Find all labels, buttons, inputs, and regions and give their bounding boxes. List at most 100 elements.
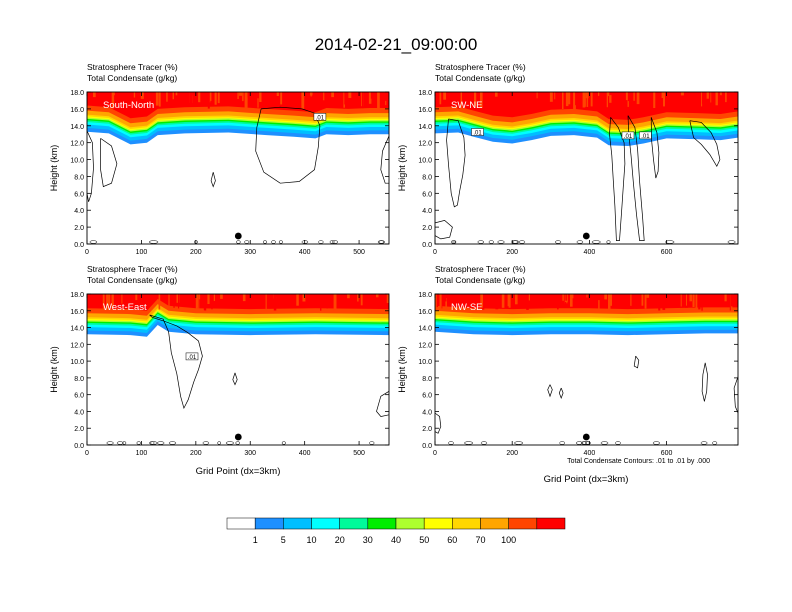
plot-frame xyxy=(86,91,390,245)
tracer-streak xyxy=(446,294,449,298)
tracer-streak xyxy=(626,294,629,307)
plot-area: .01 xyxy=(87,92,389,244)
tracer-streak xyxy=(609,294,612,306)
y-tick-label: 10.0 xyxy=(418,158,432,165)
tracer-streak xyxy=(247,92,251,98)
y-tick-label: 2.0 xyxy=(74,225,84,232)
tracer-streak xyxy=(335,92,338,101)
tracer-streak xyxy=(273,294,277,311)
y-tick-label: 8.0 xyxy=(74,174,84,181)
surface-contour xyxy=(559,441,565,445)
tracer-streak xyxy=(712,92,716,99)
x-tick-label: 0 xyxy=(85,450,89,457)
colorbar-box xyxy=(254,517,284,530)
tracer-streak xyxy=(318,92,320,107)
x-tick-label: 200 xyxy=(190,249,202,256)
colorbar: 1 5 10 20 30 40 50 60 70 100 xyxy=(226,517,566,545)
tracer-streak xyxy=(121,294,123,304)
y-axis-label: Height (km) xyxy=(49,145,59,192)
tracer-streak xyxy=(686,294,687,306)
y-axis: 0.0 2.0 4.0 6.0 8.0 10.0 12.0 14.0 16.0 18.0 xyxy=(418,292,738,450)
contour-note: Total Condensate Contours: .01 to .01 by… xyxy=(567,458,710,465)
y-tick-label: 4.0 xyxy=(74,208,84,215)
tracer-streak xyxy=(129,92,132,96)
surface-contour xyxy=(477,240,485,244)
panel-label: West-East xyxy=(103,302,147,313)
y-tick-label: 16.0 xyxy=(70,309,84,316)
tracer-streak xyxy=(271,92,275,97)
location-marker xyxy=(234,232,242,240)
figure-title: 2014-02-21_09:00:00 xyxy=(315,35,478,54)
x-tick-label: 600 xyxy=(661,450,673,457)
panel-3: .01 West-East Stratosphere Tracer (%)Total… xyxy=(49,264,390,457)
y-tick-label: 2.0 xyxy=(422,225,432,232)
tracer-streak xyxy=(689,294,692,302)
tracer-streak xyxy=(108,294,111,306)
tracer-streak xyxy=(209,92,212,101)
tracer-streak xyxy=(111,92,115,109)
tracer-streak xyxy=(331,92,334,98)
tracer-streak xyxy=(271,294,274,307)
tracer-streak xyxy=(149,294,152,303)
tracer-streak xyxy=(314,294,316,304)
condensate-contour xyxy=(627,115,645,241)
tracer-streak xyxy=(217,92,220,104)
tracer-streak xyxy=(464,92,468,100)
tracer-streak xyxy=(573,92,576,109)
y-tick-label: 18.0 xyxy=(70,90,84,97)
y-tick-label: 6.0 xyxy=(74,191,84,198)
tracer-streak xyxy=(111,294,114,309)
tracer-streak xyxy=(169,92,171,107)
surface-contour xyxy=(149,441,155,445)
y-tick-label: 14.0 xyxy=(418,124,432,131)
condensate-contour xyxy=(210,172,216,188)
tracer-band-100 xyxy=(87,92,389,119)
tracer-streak xyxy=(204,294,207,311)
tracer-streak xyxy=(467,294,469,301)
y-tick-label: 0.0 xyxy=(74,242,84,249)
colorbar-label: 10 xyxy=(306,535,316,545)
colorbar-label: 5 xyxy=(281,535,286,545)
tracer-streak xyxy=(173,294,175,308)
tracer-streak xyxy=(627,92,630,102)
condensate-contour xyxy=(435,220,453,240)
y-tick-label: 16.0 xyxy=(70,107,84,114)
tracer-streak xyxy=(562,92,564,109)
tracer-streak xyxy=(598,294,600,311)
tracer-streak xyxy=(235,294,238,302)
tracer-streak xyxy=(361,92,364,109)
colorbar-box xyxy=(283,517,312,530)
tracer-streak xyxy=(342,294,345,303)
tracer-streak xyxy=(106,294,109,311)
x-tick-label: 400 xyxy=(584,249,596,256)
panel-label: NW-SE xyxy=(451,302,483,313)
x-tick-label: 100 xyxy=(136,450,148,457)
tracer-streak xyxy=(178,294,180,309)
tracer-streak xyxy=(139,294,143,304)
colorbar-box xyxy=(395,517,425,530)
condensate-contour xyxy=(733,375,738,414)
y-tick-label: 4.0 xyxy=(74,409,84,416)
plot-frame xyxy=(434,293,739,446)
y-tick-label: 18.0 xyxy=(418,292,432,299)
tracer-streak xyxy=(158,92,161,107)
colorbar-label: 100 xyxy=(501,535,516,545)
tracer-streak xyxy=(680,92,684,96)
tracer-streak xyxy=(239,92,242,96)
tracer-streak xyxy=(368,92,372,104)
panel-2: .01 .01 .01 SW-NE Stratosphere Tracer (%)Tot… xyxy=(397,62,739,256)
tracer-streak xyxy=(247,294,250,305)
tracer-streak xyxy=(661,92,664,98)
surface-contour xyxy=(600,441,609,445)
colorbar-label: 30 xyxy=(363,535,373,545)
y-tick-label: 8.0 xyxy=(74,376,84,383)
tracer-streak xyxy=(168,294,170,310)
surface-contour xyxy=(262,240,268,244)
x-tick-label: 0 xyxy=(85,249,89,256)
surface-contour xyxy=(615,441,621,445)
tracer-streak xyxy=(535,294,539,300)
tracer-streak xyxy=(586,92,590,107)
tracer-streak xyxy=(259,92,262,102)
